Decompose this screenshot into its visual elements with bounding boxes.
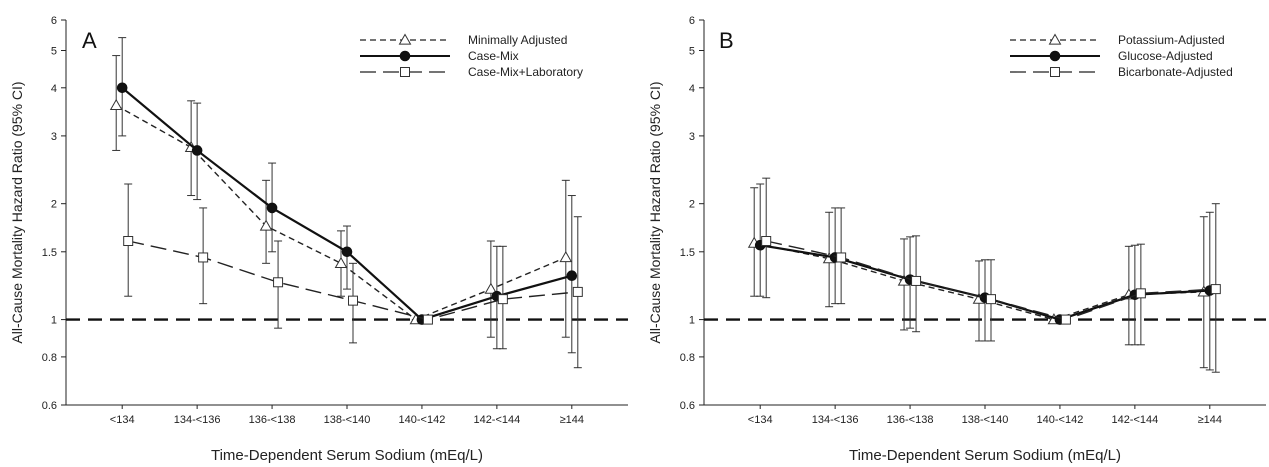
panel-letter: B (719, 28, 734, 53)
legend-label: Case-Mix+Laboratory (468, 65, 583, 79)
marker-square (1210, 284, 1221, 295)
marker-square (273, 277, 284, 288)
y-tick-label: 0.8 (42, 352, 57, 364)
y-tick-label: 0.6 (42, 400, 57, 412)
marker-circle (1049, 50, 1061, 62)
y-axis-label: All-Cause Mortality Hazard Ratio (95% CI… (647, 81, 663, 343)
x-tick-label: 136-<138 (249, 414, 296, 426)
marker-square (1050, 67, 1060, 77)
y-tick-label: 5 (51, 45, 57, 57)
marker-square (123, 236, 134, 247)
legend: Minimally Adjusted Case-Mix Case-Mix+Labor… (360, 33, 583, 79)
x-tick-label: 134-<136 (174, 414, 221, 426)
marker-circle (191, 145, 203, 156)
y-tick-label: 1.5 (680, 247, 695, 259)
marker-square (986, 294, 996, 305)
marker-square (1060, 314, 1071, 325)
x-tick-label: 136-<138 (887, 414, 934, 426)
marker-triangle (559, 250, 573, 263)
x-tick-label: 140-<142 (1037, 414, 1084, 426)
marker-square (400, 67, 410, 77)
marker-circle (266, 202, 278, 214)
marker-triangle (484, 282, 498, 294)
y-tick-label: 4 (689, 83, 695, 95)
marker-square (761, 236, 772, 247)
marker-triangle (109, 98, 123, 111)
marker-circle (399, 50, 411, 62)
y-tick-label: 3 (51, 131, 57, 143)
legend: Potassium-Adjusted Glucose-Adjusted Bicarb… (1010, 33, 1233, 79)
y-tick-label: 5 (689, 45, 695, 57)
marker-square (1135, 288, 1146, 299)
chart-panel-b: 0.6 0.8 1 1.5 2 3 4 5 6 <134 134-<136 136-<138 138-<… (647, 15, 1266, 464)
marker-square (198, 252, 209, 263)
panel-letter: A (82, 28, 97, 53)
marker-circle (341, 246, 353, 258)
y-tick-label: 3 (689, 131, 695, 143)
y-tick-label: 0.6 (680, 400, 695, 412)
legend-label: Glucose-Adjusted (1118, 49, 1213, 63)
x-tick-label: 142-<144 (1111, 414, 1158, 426)
y-tick-label: 0.8 (680, 352, 695, 364)
marker-triangle (334, 256, 348, 268)
y-tick-label: 1 (51, 315, 57, 327)
y-tick-label: 6 (51, 15, 57, 27)
y-tick-label: 4 (51, 83, 57, 95)
y-axis-label: All-Cause Mortality Hazard Ratio (95% CI… (9, 81, 25, 343)
marker-square (497, 294, 508, 305)
marker-square (422, 314, 433, 325)
series-case-mix (116, 37, 578, 354)
series-minimally-adjusted (109, 55, 573, 338)
y-tick-label: 1.5 (42, 247, 57, 259)
chart-panel-a: 0.6 0.8 1 1.5 2 3 4 5 6 <134 134-<136 136-<138 138-<… (9, 15, 628, 464)
legend-label: Potassium-Adjusted (1118, 33, 1225, 47)
legend-label: Bicarbonate-Adjusted (1118, 65, 1233, 79)
marker-square (836, 252, 847, 263)
x-axis-label: Time-Dependent Serum Sodium (mEq/L) (211, 447, 483, 464)
marker-triangle (1048, 33, 1062, 45)
x-tick-label: 134-<136 (812, 414, 859, 426)
x-tick-label: 142-<144 (473, 414, 520, 426)
legend-label: Case-Mix (468, 49, 519, 63)
marker-triangle (259, 219, 273, 231)
x-tick-label: 140-<142 (399, 414, 446, 426)
y-tick-label: 1 (689, 315, 695, 327)
marker-square (911, 275, 922, 286)
marker-circle (116, 82, 128, 94)
series-glucose-adjusted (754, 183, 1216, 371)
x-tick-label: ≥144 (1198, 414, 1222, 426)
marker-square (572, 286, 583, 297)
x-tick-label: 138-<140 (962, 414, 1009, 426)
y-tick-label: 2 (689, 199, 695, 211)
x-axis-label: Time-Dependent Serum Sodium (mEq/L) (849, 447, 1121, 464)
marker-square (348, 295, 358, 306)
marker-circle (566, 270, 578, 282)
x-tick-label: ≥144 (560, 414, 584, 426)
series-case-mix-laboratory (123, 183, 583, 369)
series-bicarbonate-adjusted (761, 177, 1221, 373)
x-tick-label: 138-<140 (324, 414, 371, 426)
marker-triangle (398, 33, 412, 45)
legend-label: Minimally Adjusted (468, 33, 567, 47)
y-tick-label: 2 (51, 199, 57, 211)
series-potassium-adjusted (747, 187, 1211, 369)
y-tick-label: 6 (689, 15, 695, 27)
x-tick-label: <134 (748, 414, 773, 426)
x-tick-label: <134 (110, 414, 135, 426)
